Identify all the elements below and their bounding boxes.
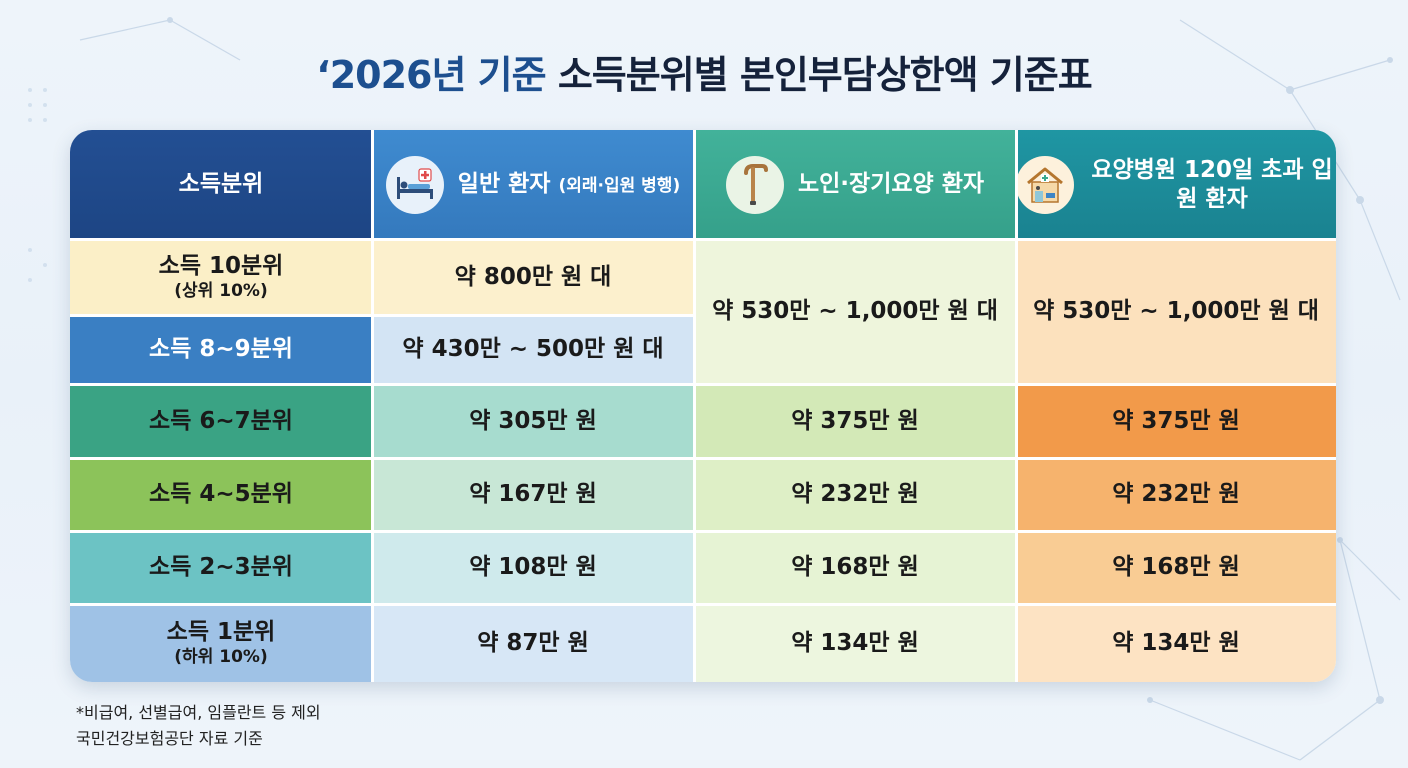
nursing-1-value: 약 134만 원 (1112, 629, 1240, 656)
general-6-7-value: 약 305만 원 (469, 407, 597, 434)
row-label-4-5-text: 소득 4~5분위 (149, 481, 293, 508)
row-label-8-9-text: 소득 8~9분위 (149, 336, 293, 363)
page-title: ‘2026년 기준 소득분위별 본인부담상한액 기준표 (0, 44, 1408, 99)
grid-line (1015, 130, 1018, 682)
header-general-patient: 일반 환자 (외래·입원 병행) (372, 130, 694, 239)
nursing-2-3: 약 168만 원 (1016, 531, 1336, 604)
header-nursing-hospital-patient: 요양병원 120일 초과 입원 환자 (1016, 130, 1336, 239)
row-label-2-3-text: 소득 2~3분위 (149, 554, 293, 581)
elderly-2-3: 약 168만 원 (694, 531, 1016, 604)
hospital-bed-icon (385, 155, 444, 214)
title-rest: 소득분위별 본인부담상한액 기준표 (557, 53, 1093, 97)
general-4-5: 약 167만 원 (372, 458, 694, 531)
grid-line (693, 130, 696, 682)
nursing-4-5: 약 232만 원 (1016, 458, 1336, 531)
grid-line (70, 530, 1336, 533)
elderly-top-merged: 약 530만 ~ 1,000만 원 대 (694, 239, 1016, 384)
nursing-top-merged: 약 530만 ~ 1,000만 원 대 (1016, 239, 1336, 384)
header-income-bracket: 소득분위 (70, 130, 372, 239)
elderly-top-value: 약 530만 ~ 1,000만 원 대 (712, 298, 998, 325)
header-income-bracket-label: 소득분위 (178, 171, 264, 198)
footnote-source: 국민건강보험공단 자료 기준 (76, 729, 263, 748)
grid-line (371, 130, 374, 682)
header-nursing-label-line2: 초과 입원 환자 (1176, 156, 1333, 212)
row-label-4-5: 소득 4~5분위 (70, 458, 372, 531)
elderly-4-5-value: 약 232만 원 (791, 481, 919, 508)
elderly-1-value: 약 134만 원 (791, 629, 919, 656)
grid-line (70, 383, 1336, 386)
general-10: 약 800만 원 대 (372, 239, 694, 315)
row-label-6-7-text: 소득 6~7분위 (149, 407, 293, 434)
grid-line (70, 603, 1336, 606)
row-label-1-sub: (하위 10%) (174, 646, 268, 667)
row-label-2-3: 소득 2~3분위 (70, 531, 372, 604)
general-1-value: 약 87만 원 (477, 629, 589, 656)
general-2-3-value: 약 108만 원 (469, 554, 597, 581)
elderly-6-7-value: 약 375만 원 (791, 407, 919, 434)
header-elderly-patient-label: 노인·장기요양 환자 (797, 171, 985, 198)
grid-line (70, 457, 1336, 460)
elderly-6-7: 약 375만 원 (694, 384, 1016, 458)
elderly-2-3-value: 약 168만 원 (791, 554, 919, 581)
nursing-4-5-value: 약 232만 원 (1112, 481, 1240, 508)
grid-line (70, 238, 1336, 241)
grid-line (70, 314, 694, 317)
elderly-4-5: 약 232만 원 (694, 458, 1016, 531)
nursing-2-3-value: 약 168만 원 (1112, 554, 1240, 581)
general-2-3: 약 108만 원 (372, 531, 694, 604)
row-label-1-text: 소득 1분위 (166, 619, 276, 645)
general-8-9: 약 430만 ~ 500만 원 대 (372, 315, 694, 384)
footnote-exclusion: *비급여, 선별급여, 임플란트 등 제외 (76, 703, 321, 722)
general-6-7: 약 305만 원 (372, 384, 694, 458)
header-general-patient-sub: (외래·입원 병행) (558, 176, 681, 197)
general-8-9-value: 약 430만 ~ 500만 원 대 (402, 336, 664, 363)
header-nursing-label-line1: 요양병원 120일 (1091, 156, 1254, 183)
general-1: 약 87만 원 (372, 604, 694, 682)
row-label-8-9: 소득 8~9분위 (70, 315, 372, 384)
nursing-top-value: 약 530만 ~ 1,000만 원 대 (1033, 298, 1319, 325)
header-elderly-patient: 노인·장기요양 환자 (694, 130, 1016, 239)
nursing-6-7: 약 375만 원 (1016, 384, 1336, 458)
nursing-1: 약 134만 원 (1016, 604, 1336, 682)
row-label-10-text: 소득 10분위 (158, 253, 284, 279)
header-general-patient-label: 일반 환자 (457, 171, 551, 198)
title-prefix: ‘2026년 기준 (316, 53, 546, 97)
row-label-10: 소득 10분위 (상위 10%) (70, 239, 372, 315)
row-label-1: 소득 1분위 (하위 10%) (70, 604, 372, 682)
walking-cane-icon (725, 155, 784, 214)
footnote: *비급여, 선별급여, 임플란트 등 제외 국민건강보험공단 자료 기준 (76, 700, 321, 752)
elderly-1: 약 134만 원 (694, 604, 1016, 682)
general-4-5-value: 약 167만 원 (469, 481, 597, 508)
row-label-6-7: 소득 6~7분위 (70, 384, 372, 458)
row-label-10-sub: (상위 10%) (174, 280, 268, 301)
general-10-value: 약 800만 원 대 (454, 263, 612, 290)
nursing-hospital-icon (1016, 155, 1074, 214)
income-bracket-table: 소득분위 일반 환자 (외래·입원 병행) (70, 130, 1336, 682)
nursing-6-7-value: 약 375만 원 (1112, 407, 1240, 434)
